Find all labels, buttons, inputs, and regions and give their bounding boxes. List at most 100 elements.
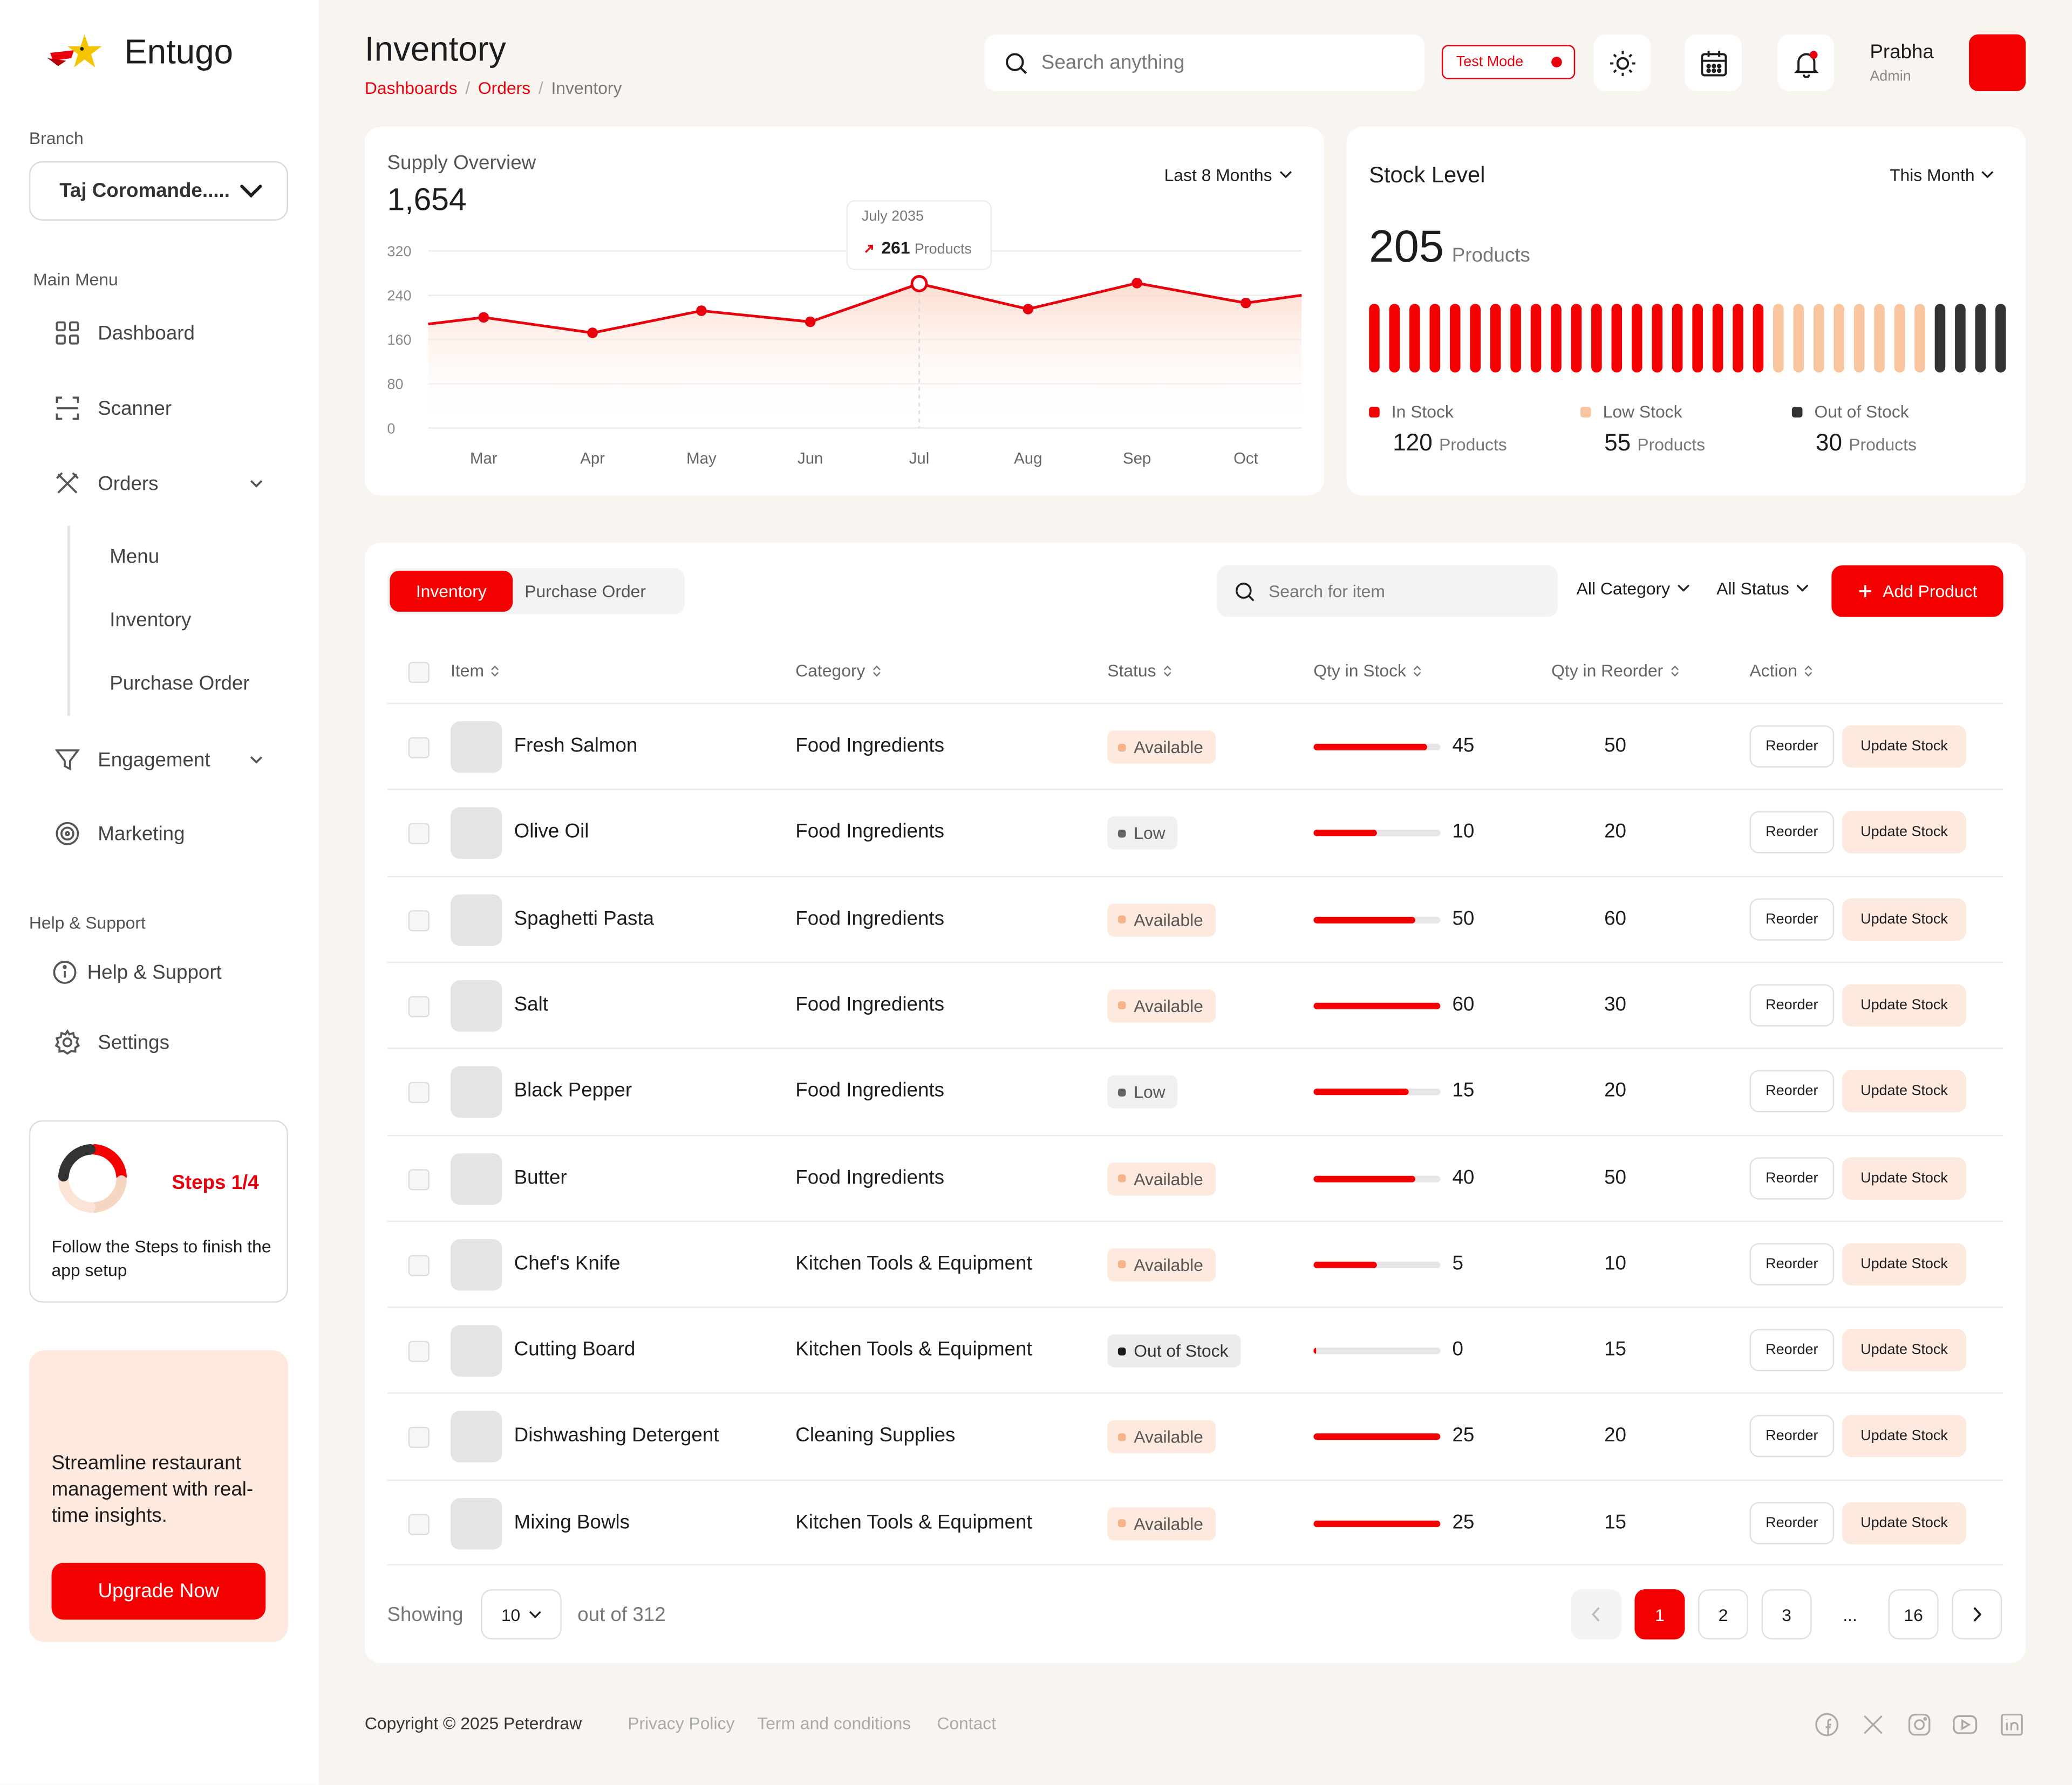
chart-point[interactable]: [1023, 304, 1034, 314]
branch-select[interactable]: Taj Coromande.....: [29, 161, 288, 221]
prev-page-button[interactable]: [1571, 1589, 1621, 1640]
legend-swatch-icon: [1791, 406, 1803, 417]
tab-inventory[interactable]: Inventory: [390, 570, 513, 612]
reorder-button[interactable]: Reorder: [1749, 1243, 1835, 1285]
row-checkbox[interactable]: [408, 909, 430, 931]
test-mode-toggle[interactable]: Test Mode: [1441, 45, 1576, 79]
qty-in-reorder: 15: [1604, 1338, 1626, 1361]
linkedin-icon[interactable]: [1999, 1712, 2025, 1738]
reorder-button[interactable]: Reorder: [1749, 1329, 1835, 1372]
row-checkbox[interactable]: [408, 996, 430, 1017]
sidebar-subitem-menu[interactable]: Menu: [110, 545, 160, 569]
sidebar-subitem-purchase-order[interactable]: Purchase Order: [110, 672, 250, 695]
row-checkbox[interactable]: [408, 1341, 430, 1363]
chart-point[interactable]: [805, 316, 816, 327]
setup-steps-card[interactable]: Steps 1/4 Follow the Steps to finish the…: [29, 1120, 288, 1303]
select-all-checkbox[interactable]: [408, 661, 430, 683]
row-checkbox[interactable]: [408, 1082, 430, 1104]
column-header-category[interactable]: Category: [795, 661, 881, 680]
chart-point[interactable]: [1132, 277, 1142, 289]
stock-period-dropdown[interactable]: This Month: [1890, 165, 1994, 185]
chart-point[interactable]: [1241, 297, 1251, 309]
x-icon[interactable]: [1862, 1713, 1885, 1736]
status-filter[interactable]: All Status: [1716, 579, 1809, 598]
update-stock-button[interactable]: Update Stock: [1842, 811, 1967, 854]
chart-point[interactable]: [910, 275, 928, 292]
footer-link-terms[interactable]: Term and conditions: [757, 1713, 911, 1734]
reorder-button[interactable]: Reorder: [1749, 1157, 1835, 1199]
qty-in-stock: 10: [1452, 820, 1475, 844]
chart-point[interactable]: [587, 327, 598, 338]
row-checkbox[interactable]: [408, 1255, 430, 1276]
reorder-button[interactable]: Reorder: [1749, 1070, 1835, 1113]
instagram-icon[interactable]: [1907, 1712, 1932, 1738]
stock-bar: [1894, 304, 1905, 373]
row-checkbox[interactable]: [408, 823, 430, 845]
row-checkbox[interactable]: [408, 1427, 430, 1449]
update-stock-button[interactable]: Update Stock: [1842, 984, 1967, 1027]
sort-icon: [1163, 664, 1172, 677]
chart-point[interactable]: [696, 305, 707, 316]
breadcrumb-link[interactable]: Orders: [478, 78, 531, 98]
avatar[interactable]: [1969, 34, 2026, 91]
sidebar-item-settings[interactable]: Settings: [53, 1024, 169, 1061]
page-button-3[interactable]: 3: [1761, 1589, 1812, 1640]
page-button-2[interactable]: 2: [1698, 1589, 1749, 1640]
facebook-icon[interactable]: [1814, 1712, 1839, 1738]
sidebar-item-help[interactable]: Help & Support: [50, 954, 222, 991]
branch-label: Branch: [29, 128, 84, 148]
stock-bar: [1914, 304, 1925, 373]
page-size-select[interactable]: 10: [481, 1589, 562, 1640]
theme-toggle-button[interactable]: [1593, 34, 1651, 91]
reorder-button[interactable]: Reorder: [1749, 811, 1835, 854]
reorder-button[interactable]: Reorder: [1749, 1415, 1835, 1458]
item-search-input[interactable]: Search for item: [1217, 565, 1558, 617]
supply-range-dropdown[interactable]: Last 8 Months: [1164, 165, 1292, 185]
sidebar-subitem-inventory[interactable]: Inventory: [110, 608, 192, 632]
column-header-qty-stock[interactable]: Qty in Stock: [1313, 661, 1422, 680]
item-category: Food Ingredients: [795, 1079, 945, 1102]
page-button-1[interactable]: 1: [1634, 1589, 1685, 1640]
column-header-item[interactable]: Item: [451, 661, 500, 680]
footer-link-contact[interactable]: Contact: [937, 1713, 997, 1734]
column-header-status[interactable]: Status: [1107, 661, 1172, 680]
reorder-button[interactable]: Reorder: [1749, 984, 1835, 1027]
upgrade-button[interactable]: Upgrade Now: [51, 1563, 266, 1620]
item-thumbnail: [451, 893, 502, 946]
update-stock-button[interactable]: Update Stock: [1842, 1501, 1967, 1544]
sidebar-item-dashboard[interactable]: Dashboard: [53, 314, 195, 352]
update-stock-button[interactable]: Update Stock: [1842, 1243, 1967, 1285]
column-header-action[interactable]: Action: [1749, 661, 1813, 680]
row-checkbox[interactable]: [408, 737, 430, 758]
legend-count: 55: [1604, 429, 1631, 456]
page-button-16[interactable]: 16: [1888, 1589, 1939, 1640]
chart-point[interactable]: [478, 312, 489, 323]
add-product-button[interactable]: Add Product: [1831, 565, 2003, 617]
update-stock-button[interactable]: Update Stock: [1842, 1157, 1967, 1199]
global-search-input[interactable]: Search anything: [984, 34, 1425, 91]
row-checkbox[interactable]: [408, 1513, 430, 1535]
status-dot-icon: [1117, 1261, 1126, 1269]
category-filter[interactable]: All Category: [1577, 579, 1690, 598]
reorder-button[interactable]: Reorder: [1749, 1501, 1835, 1544]
calendar-button[interactable]: [1685, 34, 1742, 91]
sidebar-item-marketing[interactable]: Marketing: [53, 815, 185, 852]
update-stock-button[interactable]: Update Stock: [1842, 1329, 1967, 1372]
update-stock-button[interactable]: Update Stock: [1842, 1415, 1967, 1458]
reorder-button[interactable]: Reorder: [1749, 725, 1835, 768]
notifications-button[interactable]: [1777, 34, 1835, 91]
sidebar-item-orders[interactable]: Orders: [53, 465, 264, 502]
youtube-icon[interactable]: [1952, 1713, 1978, 1736]
sidebar-item-scanner[interactable]: Scanner: [53, 389, 172, 427]
sidebar-item-engagement[interactable]: Engagement: [53, 741, 264, 778]
update-stock-button[interactable]: Update Stock: [1842, 725, 1967, 768]
footer-link-privacy[interactable]: Privacy Policy: [628, 1713, 735, 1734]
reorder-button[interactable]: Reorder: [1749, 898, 1835, 940]
next-page-button[interactable]: [1952, 1589, 2002, 1640]
tab-purchase-order[interactable]: Purchase Order: [524, 581, 646, 601]
breadcrumb-link[interactable]: Dashboards: [364, 78, 458, 98]
column-header-qty-reorder[interactable]: Qty in Reorder: [1551, 661, 1679, 680]
row-checkbox[interactable]: [408, 1168, 430, 1190]
update-stock-button[interactable]: Update Stock: [1842, 898, 1967, 940]
update-stock-button[interactable]: Update Stock: [1842, 1070, 1967, 1113]
